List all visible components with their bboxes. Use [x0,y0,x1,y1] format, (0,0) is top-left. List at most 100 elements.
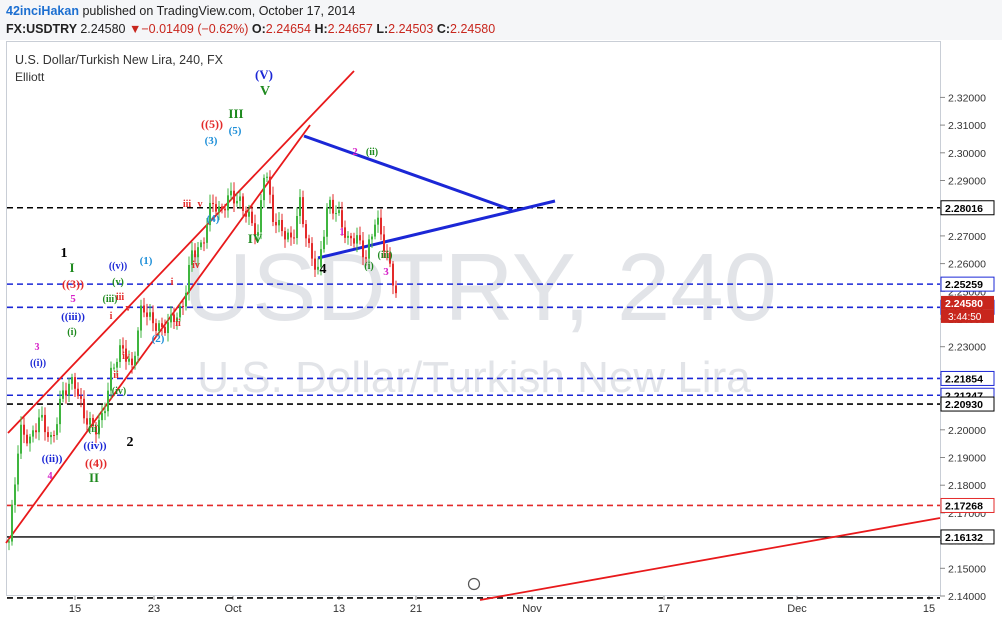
x-tick-label: 13 [333,603,345,615]
candle-body [350,235,352,239]
wave-label: ((iii)) [61,311,85,323]
candle-body [284,231,286,240]
candle-body [11,505,13,542]
y-tick-label: 2.31000 [948,120,986,132]
candle-body [95,425,97,435]
wave-label: ((v)) [109,261,127,272]
candle-body [167,322,169,334]
candle-body [47,432,49,438]
candle-body [182,306,184,308]
x-tick-label: 21 [410,603,422,615]
candle-body [110,367,112,391]
candle-body [335,213,337,215]
level-price-tag [940,396,995,412]
last-price: 2.24580 [80,22,126,36]
wave-label: (iv) [112,386,126,397]
wave-label: iii [183,199,192,210]
candle-body [74,377,76,389]
down-arrow-icon: ▼ [129,22,142,36]
candle-body [203,242,205,244]
level-price-label: 2.17268 [945,500,983,512]
candle-body [161,323,163,328]
candle-body [53,435,55,437]
wave-label: IV [248,231,263,246]
candle-body [389,252,391,264]
wave-label: iv [122,351,130,362]
x-tick-label: 15 [69,603,81,615]
wave-label: 4 [320,262,327,277]
y-tick-label: 2.32000 [948,92,986,104]
candle-body [305,224,307,239]
study-name: Elliott [15,70,45,84]
wave-label: I [69,260,74,275]
candle-body [329,199,331,208]
level-price-label: 2.25259 [945,279,983,291]
candle-body [239,196,241,201]
candle-body [122,345,124,349]
candle-body [359,235,361,241]
candle-body [86,418,88,425]
candle-body [392,263,394,286]
candle-body [200,242,202,248]
wave-label: ((4)) [85,456,107,470]
wave-label: ii [113,370,119,381]
candle-body [68,383,70,396]
candle-body [281,219,283,232]
candle-body [290,232,292,238]
current-price-tag [941,295,994,310]
candle-body [137,330,139,356]
wave-label: (5) [229,125,242,137]
low-label: L: [376,22,389,36]
wave-label: ((ii)) [42,453,63,465]
y-tick-label: 2.29000 [948,176,986,188]
author-link[interactable]: 42inciHakan [6,4,79,18]
open-value: 2.24654 [265,22,311,36]
candle-body [254,223,256,236]
candle-body [308,238,310,244]
candle-body [356,235,358,244]
y-tick-label: 2.27000 [948,231,986,243]
wave-label: 1 [339,226,345,238]
candle-body [386,251,388,253]
candle-body [149,312,151,317]
level-price-tag [940,370,995,386]
wave-label: (V) [255,67,273,82]
wave-label: (iii) [103,294,118,305]
candle-body [236,200,238,204]
candle-body [173,314,175,323]
candle-body [38,417,40,433]
candle-body [245,210,247,217]
candle-body [176,317,178,323]
candle-body [59,398,61,425]
wave-label: iii [116,292,125,303]
candle-body [80,396,82,399]
watermark-symbol: USDTRY, 240 [183,234,777,341]
candle-body [101,413,103,421]
candle-body [374,224,376,237]
open-label: O: [251,22,266,36]
candle-body [323,236,325,250]
candle-body [362,240,364,258]
wave-label: 5 [70,293,76,305]
candle-body [227,195,229,211]
candle-body [341,210,343,228]
high-label: H: [314,22,328,36]
candle-body [107,390,109,412]
wave-label: (1) [140,255,153,267]
x-tick-label: Dec [787,603,807,615]
candle-body [347,235,349,238]
x-tick-label: 15 [923,603,935,615]
y-tick-label: 2.26000 [948,259,986,271]
candle-body [158,323,160,331]
current-price-label: 2.24580 [945,298,983,310]
countdown-tag [941,309,994,323]
candle-body [371,236,373,240]
wave-label: iv [192,260,200,271]
candle-body [272,194,274,222]
candle-body [104,411,106,414]
candle-body [128,358,130,362]
wave-label: ((i)) [30,358,46,369]
level-price-tag [940,497,995,513]
candle-body [230,190,232,196]
